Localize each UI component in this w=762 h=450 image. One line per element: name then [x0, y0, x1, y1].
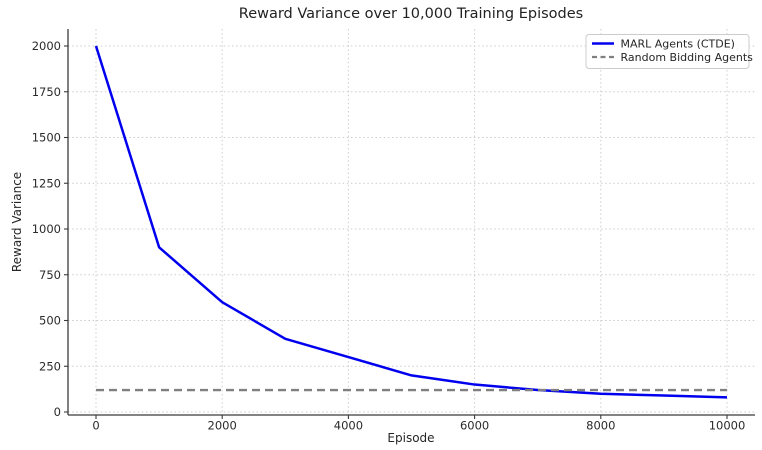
- series-line-0: [94, 45, 728, 399]
- x-tick-label: 0: [92, 419, 99, 433]
- x-tick-label: 10000: [709, 419, 746, 433]
- y-tick-label: 2000: [32, 39, 61, 53]
- x-tick-label: 8000: [586, 419, 615, 433]
- ticks-layer: 0 2000 4000 6000 8000 10000 0 250 500 750 1000 1250…: [32, 39, 746, 433]
- y-tick-label: 750: [39, 268, 61, 282]
- legend-label-random-bidding: Random Bidding Agents: [621, 51, 754, 64]
- y-tick-label: 1750: [32, 85, 61, 99]
- legend-label-marl-agents: MARL Agents (CTDE): [621, 38, 735, 51]
- x-tick-label: 4000: [334, 419, 363, 433]
- x-tick-label: 6000: [460, 419, 489, 433]
- y-tick-label: 1000: [32, 222, 61, 236]
- chart-title: Reward Variance over 10,000 Training Epi…: [239, 6, 583, 22]
- grid-layer: [68, 29, 755, 415]
- y-tick-label: 0: [54, 405, 61, 419]
- x-tick-label: 2000: [208, 419, 237, 433]
- y-tick-label: 250: [39, 359, 61, 373]
- x-axis-label: Episode: [387, 431, 434, 445]
- y-tick-label: 1250: [32, 176, 61, 190]
- legend-frame: [585, 34, 750, 69]
- y-axis-label: Reward Variance: [10, 172, 24, 272]
- legend: MARL Agents (CTDE) Random Bidding Agents: [585, 34, 754, 69]
- y-tick-label: 1500: [32, 131, 61, 145]
- y-tick-label: 500: [39, 314, 61, 328]
- axes-layer: [67, 29, 755, 416]
- series-layer: [94, 45, 728, 399]
